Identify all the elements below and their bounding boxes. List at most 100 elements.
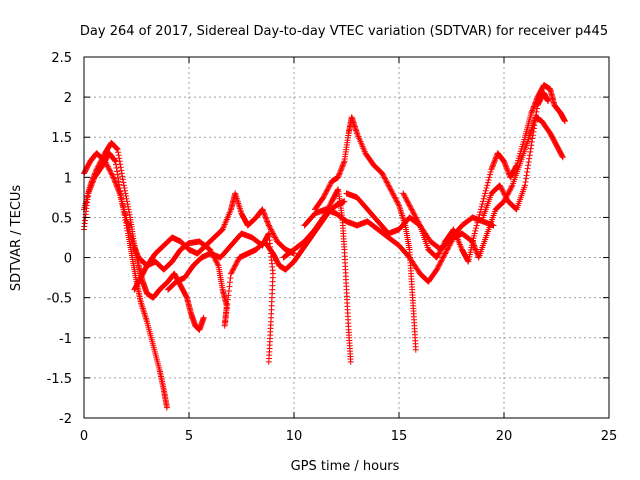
data-point-marker: [561, 118, 568, 125]
x-tick-label: 25: [601, 429, 618, 444]
data-point-marker: [464, 257, 471, 264]
data-point-marker: [102, 159, 109, 166]
data-point-marker: [102, 158, 108, 165]
data-point-marker: [112, 158, 119, 165]
data-point-marker: [269, 229, 276, 236]
data-point-marker: [107, 168, 114, 175]
data-point-marker: [163, 404, 170, 411]
data-point-marker: [223, 309, 230, 316]
data-point-marker: [488, 166, 495, 173]
data-point-marker: [321, 211, 328, 218]
y-tick-label: 2.5: [51, 51, 72, 66]
data-point-marker: [414, 218, 421, 225]
data-point-marker: [435, 262, 442, 269]
data-point-marker: [123, 195, 130, 202]
chart-title: Day 264 of 2017, Sidereal Day-to-day VTE…: [80, 24, 608, 39]
y-axis-label: SDTVAR / TECUs: [9, 185, 24, 292]
data-point-marker: [415, 219, 422, 226]
data-point-marker: [126, 209, 133, 216]
data-point-marker: [503, 194, 510, 201]
data-point-marker: [109, 171, 115, 178]
data-point-marker: [265, 221, 272, 228]
data-point-marker: [106, 166, 113, 173]
data-point-marker: [480, 198, 486, 205]
series-trace-9: [301, 114, 566, 285]
data-point-marker: [442, 250, 449, 257]
data-point-marker: [445, 245, 451, 252]
data-point-marker: [324, 186, 331, 193]
plot-frame: [83, 56, 610, 419]
data-point-marker: [334, 187, 341, 194]
data-point-marker: [405, 201, 412, 208]
data-point-marker: [439, 255, 446, 262]
data-point-marker: [526, 155, 533, 162]
y-axis-ticks: -2 -1.5 -1 -0.5 0 0.5 1 1.5 2 2.5: [47, 51, 609, 427]
data-point-marker: [412, 346, 419, 353]
data-point-marker: [113, 182, 120, 189]
data-point-marker: [87, 185, 94, 192]
x-axis-label: GPS time / hours: [291, 459, 400, 474]
data-point-marker: [443, 247, 450, 254]
data-point-marker: [486, 174, 493, 181]
data-point-marker: [113, 161, 120, 168]
x-tick-label: 15: [391, 429, 408, 444]
data-point-marker: [213, 258, 220, 265]
data-point-marker: [263, 215, 270, 222]
data-point-marker: [501, 190, 507, 197]
data-point-marker: [383, 178, 390, 185]
x-axis-ticks: 0 5 10 15 20 25: [80, 57, 617, 444]
data-point-marker: [218, 227, 225, 234]
data-point-marker: [512, 205, 519, 212]
data-point-marker: [529, 107, 536, 114]
data-point-marker: [409, 207, 416, 214]
data-point-marker: [265, 358, 272, 365]
series-trace-1: [81, 139, 207, 333]
data-point-marker: [530, 128, 537, 135]
data-point-marker: [126, 211, 133, 218]
y-tick-label: 0: [64, 252, 72, 267]
data-point-marker: [340, 159, 347, 166]
data-point-marker: [337, 167, 344, 174]
data-point-marker: [227, 274, 234, 281]
x-tick-label: 20: [496, 429, 513, 444]
data-point-marker: [406, 202, 413, 209]
data-point-marker: [491, 158, 498, 165]
data-point-marker: [473, 222, 480, 229]
data-point-marker: [447, 239, 454, 246]
data-point-marker: [435, 263, 442, 270]
data-point-marker: [533, 112, 540, 119]
data-point-marker: [400, 190, 407, 197]
data-point-marker: [503, 163, 510, 170]
data-point-marker: [436, 261, 443, 268]
data-point-marker: [487, 168, 494, 175]
data-point-marker: [121, 187, 128, 194]
data-point-marker: [528, 142, 535, 149]
data-point-marker: [488, 164, 495, 171]
data-point-marker: [392, 195, 399, 202]
data-point-marker: [229, 267, 236, 274]
data-point-marker: [523, 172, 530, 179]
data-point-marker: [390, 191, 397, 198]
data-point-marker: [117, 164, 124, 171]
data-point-marker: [85, 189, 92, 196]
data-point-marker: [85, 190, 92, 197]
data-point-marker: [103, 160, 110, 167]
data-point-marker: [388, 187, 395, 194]
data-point-marker: [86, 187, 93, 194]
data-point-marker: [125, 203, 132, 210]
data-point-marker: [115, 152, 122, 159]
data-point-marker: [484, 179, 491, 186]
data-point-marker: [508, 183, 515, 190]
data-point-marker: [113, 164, 120, 171]
data-point-marker: [502, 160, 509, 167]
data-point-marker: [116, 189, 123, 196]
data-point-marker: [326, 183, 332, 190]
data-point-marker: [505, 189, 512, 196]
data-point-marker: [335, 172, 342, 179]
data-point-marker: [386, 185, 393, 192]
data-point-marker: [86, 186, 93, 193]
data-points: [81, 82, 568, 411]
series-trace-4: [131, 198, 348, 329]
data-point-marker: [260, 209, 267, 216]
